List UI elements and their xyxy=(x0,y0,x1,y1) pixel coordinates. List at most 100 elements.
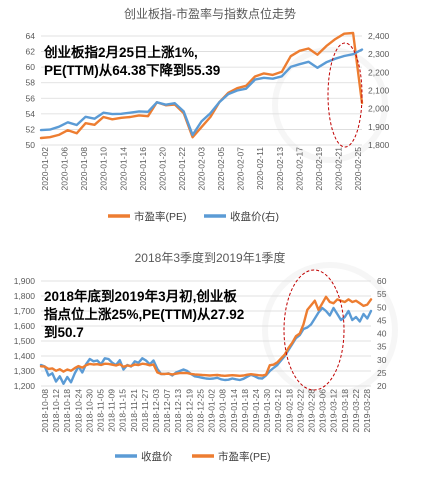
chart2-legend: 收盘价 市盈率(PE) xyxy=(115,450,271,463)
chart2-title: 2018年3季度到2019年1季度 xyxy=(135,250,286,265)
x-tick-label: 2019-01-02 xyxy=(207,389,217,433)
x-tick-label: 2018-11-21 xyxy=(129,389,139,432)
right-tick-label: 25 xyxy=(377,368,387,378)
x-tick-label: 2020-01-02 xyxy=(40,147,50,191)
chart2-highlight-circle xyxy=(283,269,345,391)
x-tick-label: 2019-02-18 xyxy=(284,389,294,433)
x-tick-label: 2018-12-13 xyxy=(173,389,183,433)
chart2-series xyxy=(39,295,373,385)
left-tick-label: 52 xyxy=(26,124,36,134)
chart1-annotation-line1: 创业板指2月25日上涨1%, xyxy=(43,44,198,60)
left-tick-label: 1,600 xyxy=(14,321,36,331)
right-tick-label: 2,100 xyxy=(368,86,390,96)
x-tick-label: 2020-01-16 xyxy=(138,147,148,191)
x-tick-label: 2018-12-25 xyxy=(195,389,205,433)
chart2-annotation-line2: 指点位上涨25%,PE(TTM)从27.92 xyxy=(44,306,244,322)
x-tick-label: 2019-01-18 xyxy=(240,389,250,433)
right-tick-label: 50 xyxy=(377,302,387,312)
x-tick-label: 2018-11-09 xyxy=(107,389,117,432)
x-tick-label: 2020-02-13 xyxy=(275,147,285,191)
left-tick-label: 1,900 xyxy=(14,276,36,286)
x-tick-label: 2020-01-06 xyxy=(60,147,70,191)
chart1-series xyxy=(39,31,364,140)
left-tick-label: 1,700 xyxy=(14,306,36,316)
right-tick-label: 35 xyxy=(377,342,387,352)
x-tick-label: 2018-12-07 xyxy=(162,389,172,433)
left-tick-label: 1,500 xyxy=(14,336,36,346)
x-tick-label: 2018-12-03 xyxy=(151,389,161,433)
x-tick-label: 2020-01-14 xyxy=(118,147,128,191)
x-tick-label: 2019-01-14 xyxy=(229,389,239,433)
x-tick-label: 2020-02-17 xyxy=(294,147,304,191)
right-tick-label: 30 xyxy=(377,355,387,365)
chart2-gridlines xyxy=(41,280,371,387)
left-tick-label: 60 xyxy=(26,62,36,72)
left-tick-label: 50 xyxy=(26,140,36,150)
x-tick-label: 2018-10-18 xyxy=(62,389,72,433)
right-tick-label: 2,000 xyxy=(368,104,390,114)
x-tick-label: 2020-02-21 xyxy=(333,147,343,191)
x-tick-label: 2018-10-30 xyxy=(84,389,94,433)
left-tick-label: 1,300 xyxy=(14,366,36,376)
x-tick-label: 2018-12-19 xyxy=(184,389,194,433)
x-tick-label: 2020-01-10 xyxy=(99,147,109,191)
x-tick-label: 2018-10-24 xyxy=(73,389,83,433)
right-tick-label: 20 xyxy=(377,381,387,391)
right-tick-label: 55 xyxy=(377,289,387,299)
chart1-right-axis: 1,800 1,900 2,000 2,100 2,200 2,300 2,400 xyxy=(368,31,390,150)
left-tick-label: 1,800 xyxy=(14,291,36,301)
left-tick-label: 54 xyxy=(26,109,36,119)
left-tick-label: 56 xyxy=(26,93,36,103)
x-tick-label: 2020-01-20 xyxy=(157,147,167,191)
right-tick-label: 40 xyxy=(377,329,387,339)
right-tick-label: 2,400 xyxy=(368,31,390,41)
chart2-left-axis: 1,200 1,300 1,400 1,500 1,600 1,700 1,800 1,900 xyxy=(14,276,36,391)
x-tick-label: 2019-03-28 xyxy=(362,389,372,433)
x-tick-label: 2020-02-25 xyxy=(353,147,363,191)
x-tick-label: 2020-01-22 xyxy=(177,147,187,191)
chart1-gridlines xyxy=(41,35,362,146)
x-tick-label: 2018-10-08 xyxy=(40,389,50,433)
right-tick-label: 60 xyxy=(377,276,387,286)
x-tick-label: 2019-03-06 xyxy=(318,389,328,433)
x-tick-label: 2018-11-15 xyxy=(118,389,128,432)
chart1-highlight-circle xyxy=(327,42,363,148)
chart1-legend-close-label: 收盘价(右) xyxy=(230,210,279,223)
x-tick-label: 2020-02-05 xyxy=(216,147,226,191)
watermark-decoration xyxy=(262,47,398,398)
x-tick-label: 2020-02-03 xyxy=(197,147,207,191)
chart1-legend-pe-label: 市盈率(PE) xyxy=(134,210,187,223)
x-tick-label: 2019-03-22 xyxy=(351,389,361,433)
right-tick-label: 2,300 xyxy=(368,49,390,59)
chart1-annotation-line2: PE(TTM)从64.38下降到55.39 xyxy=(44,62,220,78)
chart2-legend-close-label: 收盘价 xyxy=(141,450,173,463)
left-tick-label: 58 xyxy=(26,78,36,88)
x-tick-label: 2018-11-05 xyxy=(96,389,106,432)
series-line xyxy=(39,306,373,385)
chart2-annotation-line3: 到50.7 xyxy=(44,325,84,340)
chart1-title: 创业板指-市盈率与指数点位走势 xyxy=(124,6,296,21)
series-line xyxy=(39,295,373,377)
x-tick-label: 2019-01-08 xyxy=(218,389,228,433)
left-tick-label: 1,400 xyxy=(14,351,36,361)
chart1-legend: 市盈率(PE) 收盘价(右) xyxy=(108,210,279,223)
right-tick-label: 2,200 xyxy=(368,67,390,77)
right-tick-label: 45 xyxy=(377,315,387,325)
left-tick-label: 62 xyxy=(26,47,36,57)
chart1-left-axis: 50 52 54 56 58 60 62 64 xyxy=(26,31,36,150)
x-tick-label: 2018-11-27 xyxy=(140,389,150,432)
x-tick-label: 2019-02-28 xyxy=(306,389,316,433)
x-tick-label: 2019-03-12 xyxy=(329,389,339,433)
x-tick-label: 2019-01-24 xyxy=(251,389,261,433)
x-tick-label: 2020-02-19 xyxy=(314,147,324,191)
x-tick-label: 2019-02-22 xyxy=(295,389,305,433)
left-tick-label: 1,200 xyxy=(14,381,36,391)
x-tick-label: 2019-03-18 xyxy=(340,389,350,433)
x-tick-label: 2019-02-12 xyxy=(273,389,283,433)
x-tick-label: 2020-02-07 xyxy=(236,147,246,191)
x-tick-label: 2020-01-08 xyxy=(79,147,89,191)
chart2-x-axis: 2018-10-08 2018-10-12 2018-10-18 2018-10-24… xyxy=(40,389,372,433)
x-tick-label: 2018-10-12 xyxy=(51,389,61,433)
